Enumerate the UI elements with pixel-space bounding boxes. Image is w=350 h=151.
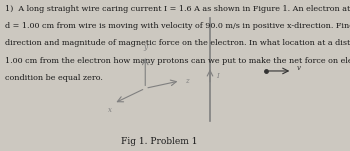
Text: 1.00 cm from the electron how many protons can we put to make the net force on e: 1.00 cm from the electron how many proto… [5,57,350,65]
Text: condition be equal zero.: condition be equal zero. [5,74,103,82]
Text: y: y [143,43,147,51]
Text: direction and magnitude of magnetic force on the electron. In what location at a: direction and magnitude of magnetic forc… [5,39,350,47]
Text: x: x [108,106,112,114]
Text: v: v [296,64,300,72]
Text: z: z [186,77,189,85]
Text: I: I [216,72,219,79]
Text: d = 1.00 cm from wire is moving with velocity of 90.0 m/s in positive x-directio: d = 1.00 cm from wire is moving with vel… [5,22,350,30]
Text: Fig 1. Problem 1: Fig 1. Problem 1 [121,137,197,146]
Text: 1)  A long straight wire caring current I = 1.6 A as shown in Figure 1. An elect: 1) A long straight wire caring current I… [5,5,350,13]
